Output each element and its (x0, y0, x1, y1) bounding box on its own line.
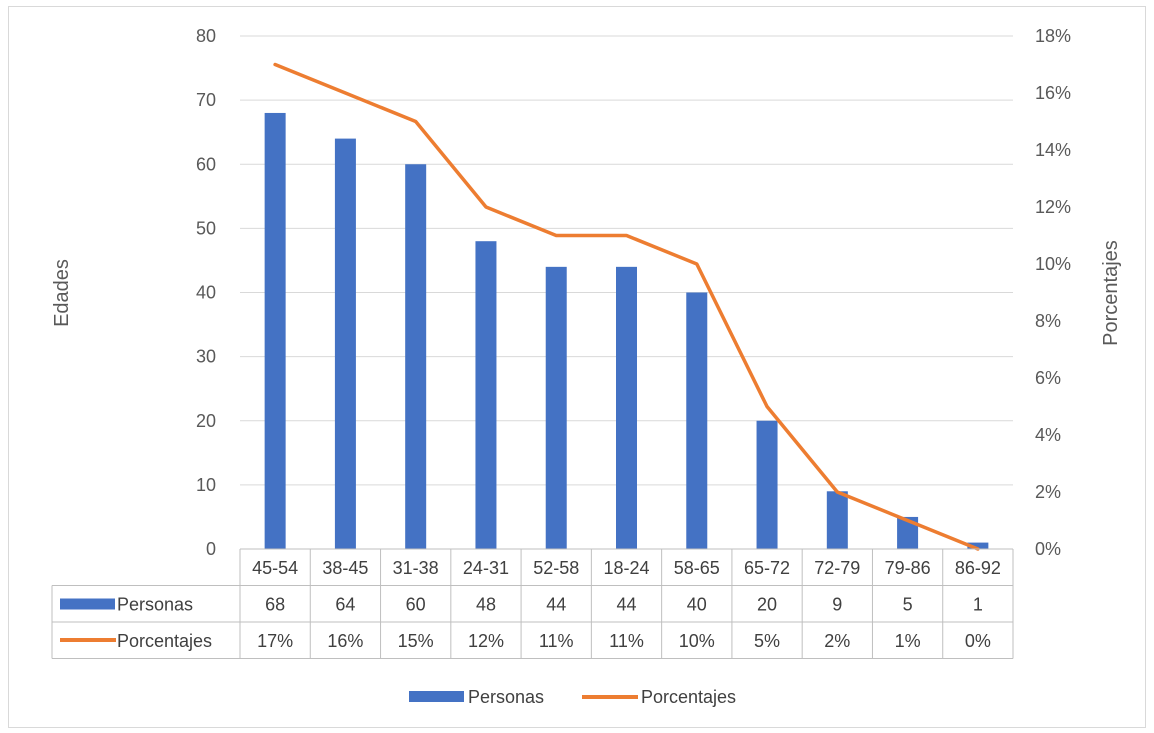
legend-label: Personas (468, 687, 544, 707)
y-tick-label: 30 (196, 347, 216, 367)
y2-tick-label: 8% (1035, 311, 1061, 331)
legend-label: Porcentajes (641, 687, 736, 707)
y2-tick-label: 6% (1035, 368, 1061, 388)
data-label: 16% (327, 631, 363, 651)
category-label: 86-92 (955, 558, 1001, 578)
series-line (273, 62, 980, 551)
y-tick-label: 10 (196, 475, 216, 495)
y-tick-label: 60 (196, 154, 216, 174)
category-label: 79-86 (885, 558, 931, 578)
data-label: 0% (965, 631, 991, 651)
category-label: 72-79 (814, 558, 860, 578)
y2-tick-label: 16% (1035, 83, 1071, 103)
data-label: 20 (757, 595, 777, 615)
y2-tick-label: 2% (1035, 482, 1061, 502)
data-label: 44 (546, 595, 566, 615)
y2-tick-label: 0% (1035, 539, 1061, 559)
bar (475, 241, 497, 549)
category-label: 18-24 (603, 558, 649, 578)
data-label: 68 (265, 595, 285, 615)
table-key-personas (60, 598, 115, 610)
data-label: 1% (895, 631, 921, 651)
category-label: 31-38 (393, 558, 439, 578)
category-label: 38-45 (322, 558, 368, 578)
data-label: 17% (257, 631, 293, 651)
bar (967, 542, 989, 549)
y2-tick-label: 18% (1035, 26, 1071, 46)
y-tick-label: 20 (196, 411, 216, 431)
data-label: 15% (398, 631, 434, 651)
bar (264, 112, 286, 549)
data-label: 11% (539, 631, 574, 651)
table-row-label: Personas (117, 595, 193, 615)
y2-tick-label: 12% (1035, 197, 1071, 217)
data-label: 64 (335, 595, 355, 615)
data-label: 40 (687, 595, 707, 615)
category-label: 52-58 (533, 558, 579, 578)
data-label: 44 (616, 595, 636, 615)
data-label: 5% (754, 631, 780, 651)
y2-tick-label: 14% (1035, 140, 1071, 160)
y2-axis-title: Porcentajes (1100, 240, 1122, 346)
y-tick-label: 70 (196, 90, 216, 110)
y2-tick-label: 4% (1035, 425, 1061, 445)
bar (545, 266, 567, 549)
data-label: 1 (973, 595, 983, 615)
category-label: 45-54 (252, 558, 298, 578)
y-tick-label: 50 (196, 218, 216, 238)
y2-tick-label: 10% (1035, 254, 1071, 274)
data-label: 48 (476, 595, 496, 615)
bar (756, 420, 778, 549)
bar (616, 266, 637, 549)
bar (334, 138, 356, 549)
table-row-label: Porcentajes (117, 631, 212, 651)
data-label: 10% (679, 631, 715, 651)
data-label: 9 (832, 595, 842, 615)
y-tick-label: 0 (206, 539, 216, 559)
data-label: 11% (609, 631, 644, 651)
bar (686, 292, 708, 549)
category-label: 58-65 (674, 558, 720, 578)
data-label: 12% (468, 631, 504, 651)
legend-key-personas (409, 691, 464, 702)
chart-frame (8, 6, 1146, 728)
y-tick-label: 40 (196, 283, 216, 303)
data-label: 60 (406, 595, 426, 615)
y-tick-label: 80 (196, 26, 216, 46)
bar (826, 491, 848, 549)
data-label: 2% (824, 631, 850, 651)
data-label: 5 (903, 595, 913, 615)
y-axis-title: Edades (51, 259, 73, 327)
category-label: 65-72 (744, 558, 790, 578)
category-label: 24-31 (463, 558, 509, 578)
bar (897, 516, 919, 549)
bar (405, 164, 427, 549)
